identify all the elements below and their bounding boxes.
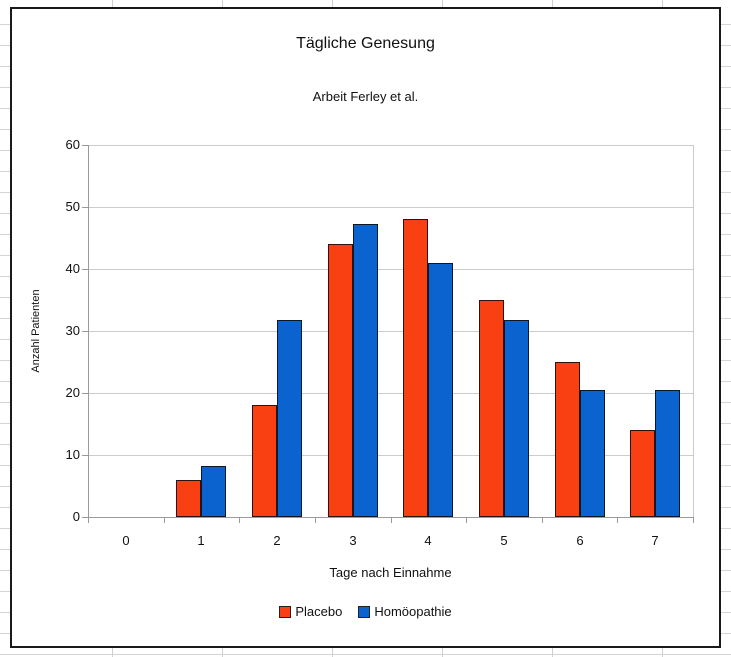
bar-homöopathie-day-5[interactable]: [504, 320, 529, 517]
y-tick-label: 30: [65, 323, 80, 338]
y-tick-label: 0: [72, 509, 80, 524]
x-tick-label: 5: [500, 533, 508, 548]
x-tick-label: 1: [197, 533, 205, 548]
bar-placebo-day-5[interactable]: [479, 300, 504, 517]
bar-placebo-day-3[interactable]: [328, 244, 353, 517]
bar-placebo-day-4[interactable]: [403, 219, 428, 517]
x-axis-tick: [239, 517, 240, 523]
legend-label-placebo: Placebo: [295, 604, 343, 619]
legend-swatch-placebo: [279, 605, 292, 618]
bar-homöopathie-day-1[interactable]: [201, 466, 226, 517]
gridline: [88, 331, 693, 332]
x-axis-tick: [164, 517, 165, 523]
y-axis-tick: [82, 269, 88, 270]
chart-title: Tägliche Genesung: [296, 35, 435, 52]
legend-item-placebo[interactable]: Placebo: [279, 604, 342, 619]
x-tick-label: 6: [576, 533, 584, 548]
gridline: [88, 269, 693, 270]
y-axis: [88, 145, 89, 518]
gridline: [88, 207, 693, 208]
y-tick-label: 60: [65, 137, 80, 152]
bar-homöopathie-day-3[interactable]: [353, 224, 378, 517]
bar-placebo-day-7[interactable]: [630, 430, 655, 517]
bar-homöopathie-day-6[interactable]: [580, 390, 605, 517]
bar-homöopathie-day-2[interactable]: [277, 320, 302, 517]
x-axis-tick: [617, 517, 618, 523]
x-tick-label: 7: [651, 533, 659, 548]
x-tick-label: 4: [424, 533, 432, 548]
y-axis-tick: [82, 455, 88, 456]
bar-homöopathie-day-7[interactable]: [655, 390, 680, 517]
x-axis-tick: [315, 517, 316, 523]
bar-homöopathie-day-4[interactable]: [428, 263, 453, 517]
x-tick-label: 2: [273, 533, 281, 548]
bar-placebo-day-2[interactable]: [252, 405, 277, 517]
legend-item-homoeopathie[interactable]: Homöopathie: [358, 604, 452, 619]
x-axis-tick: [466, 517, 467, 523]
chart-object[interactable]: Tägliche Genesung Arbeit Ferley et al. A…: [10, 7, 721, 648]
gridline: [88, 393, 693, 394]
y-tick-label: 50: [65, 199, 80, 214]
y-axis-tick: [82, 331, 88, 332]
y-axis-tick: [82, 393, 88, 394]
plot-right-border: [693, 145, 694, 517]
x-axis-tick: [693, 517, 694, 523]
x-axis-title: Tage nach Einnahme: [329, 565, 452, 580]
x-axis-tick: [88, 517, 89, 523]
y-axis-tick: [82, 145, 88, 146]
legend-label-homoeopathie: Homöopathie: [374, 604, 452, 619]
x-tick-label: 0: [122, 533, 130, 548]
gridline: [88, 455, 693, 456]
chart-legend[interactable]: Placebo Homöopathie: [12, 604, 719, 619]
y-axis-tick: [82, 207, 88, 208]
chart-subtitle: Arbeit Ferley et al.: [312, 89, 419, 104]
x-axis-tick: [542, 517, 543, 523]
legend-swatch-homoeopathie: [358, 605, 371, 618]
y-tick-label: 20: [65, 385, 80, 400]
bar-placebo-day-6[interactable]: [555, 362, 580, 517]
gridline: [88, 145, 693, 146]
x-tick-label: 3: [349, 533, 357, 548]
y-axis-tick: [82, 517, 88, 518]
y-tick-label: 40: [65, 261, 80, 276]
y-tick-label: 10: [65, 447, 80, 462]
x-axis-tick: [391, 517, 392, 523]
bar-placebo-day-1[interactable]: [176, 480, 201, 517]
